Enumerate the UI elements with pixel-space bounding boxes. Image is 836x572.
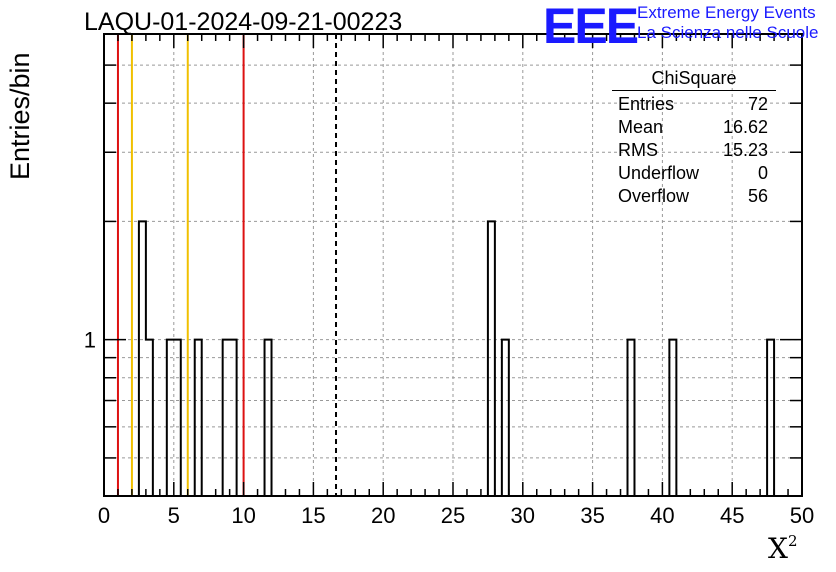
stats-row: Overflow 56 (612, 185, 776, 208)
y-tick-label: 1 (84, 328, 96, 353)
histogram-bar (195, 340, 202, 496)
x-tick-label: 40 (650, 503, 674, 528)
chart-title: LAQU-01-2024-09-21-00223 (84, 8, 403, 36)
y-axis-label: Entries/bin (5, 52, 35, 180)
stats-value: 56 (747, 186, 768, 206)
histogram-bar (174, 340, 181, 496)
stats-row: RMS 15.23 (612, 139, 776, 162)
histogram-bar (167, 340, 174, 496)
histogram-bar (146, 340, 153, 496)
logo-caption: Extreme Energy Events La Scienza nelle S… (637, 3, 818, 43)
stats-value: 15.23 (722, 140, 768, 160)
stats-label: RMS (618, 140, 658, 160)
stats-box: ChiSquare Entries 72 Mean 16.62 RMS 15.23 U… (612, 68, 776, 208)
histogram-bar (488, 221, 495, 496)
logo-line-2: La Scienza nelle Scuole (637, 23, 819, 42)
histogram-bar (628, 340, 635, 496)
stats-label: Entries (618, 94, 675, 114)
stats-label: Mean (618, 117, 664, 137)
x-tick-label: 10 (231, 503, 255, 528)
x-tick-label: 35 (580, 503, 604, 528)
x-tick-label: 30 (511, 503, 535, 528)
histogram-bar (265, 340, 272, 496)
stats-value: 16.62 (722, 117, 768, 137)
histogram-bar (669, 340, 676, 496)
x-tick-label: 15 (301, 503, 325, 528)
stats-row: Underflow 0 (612, 162, 776, 185)
histogram-bar (502, 340, 509, 496)
x-tick-label: 5 (168, 503, 180, 528)
eee-logo: EEE (543, 0, 639, 54)
x-tick-label: 45 (720, 503, 744, 528)
x-axis-label: X2 (768, 532, 797, 565)
x-axis-label-superscript: 2 (787, 532, 798, 550)
histogram-bar (139, 221, 146, 496)
histogram-bar (230, 340, 237, 496)
x-tick-label: 50 (790, 503, 814, 528)
stats-value: 0 (757, 163, 768, 183)
logo-line-1: Extreme Energy Events (637, 3, 816, 22)
stats-row: Entries 72 (612, 93, 776, 116)
histogram-bar (223, 340, 230, 496)
stats-row: Mean 16.62 (612, 116, 776, 139)
histogram-bar (767, 340, 774, 496)
stats-title: ChiSquare (612, 68, 776, 91)
x-tick-label: 20 (371, 503, 395, 528)
stats-label: Underflow (618, 163, 700, 183)
x-axis-label-base: X (768, 532, 788, 565)
stats-label: Overflow (618, 186, 690, 206)
stats-value: 72 (747, 94, 768, 114)
x-tick-label: 25 (441, 503, 465, 528)
x-tick-label: 0 (98, 503, 110, 528)
